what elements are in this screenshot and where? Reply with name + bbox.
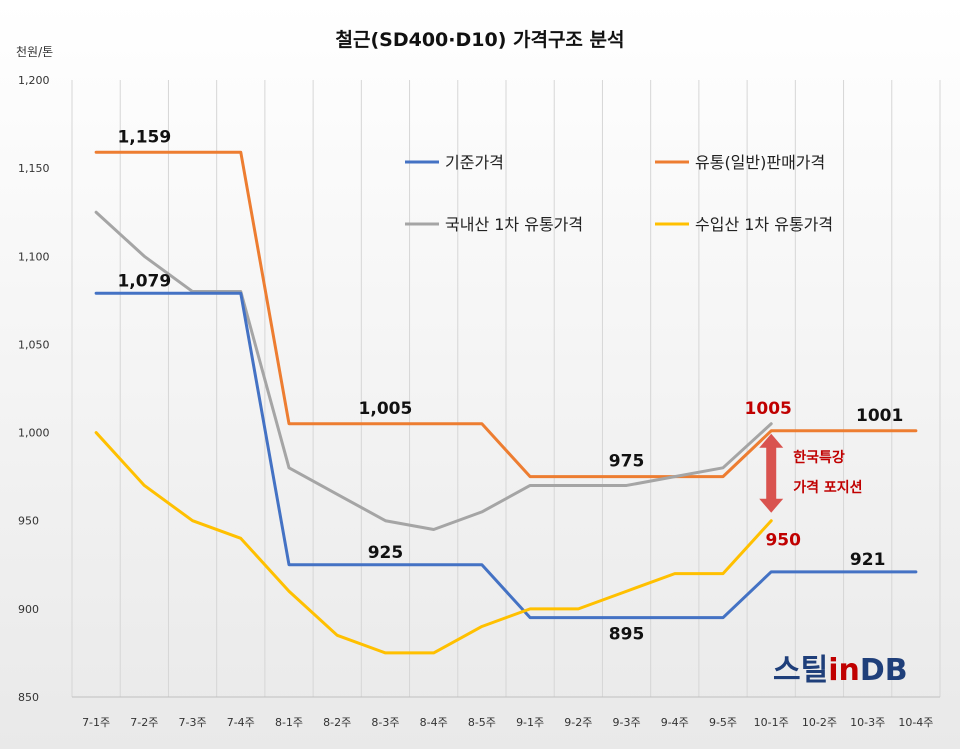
data-label: 1005 [745,399,792,419]
gridlines [71,80,941,698]
x-tick-label: 7-1주 [82,716,110,729]
x-tick-label: 8-3주 [371,716,399,729]
y-tick-label: 900 [18,603,39,616]
data-label: 1,005 [359,399,413,419]
x-tick-label: 9-3주 [613,716,641,729]
x-tick-label: 8-4주 [420,716,448,729]
data-label: 925 [368,543,404,563]
annotation-text: 가격 포지션 [793,479,862,496]
data-labels: 1,159 1,079 1,005 925 975 895 1005 1001 950 921 [117,127,903,644]
data-label: 1,079 [117,271,171,291]
annotation-arrow-head-up [759,433,784,448]
annotation-arrow-head-down [759,498,784,513]
y-tick-label: 1,000 [18,427,50,440]
x-tick-label: 8-1주 [275,716,303,729]
logo-part-in: in [828,653,860,688]
legend-label: 유통(일반)판매가격 [695,153,825,172]
x-tick-label: 9-2주 [564,716,592,729]
data-label: 1001 [856,406,903,426]
data-label: 921 [850,550,886,570]
x-tick-label: 7-3주 [179,716,207,729]
annotation-arrow-shaft [766,445,777,501]
chart-title: 철근(SD400·D10) 가격구조 분석 [336,29,625,51]
data-label: 975 [609,452,645,472]
y-tick-label: 950 [18,515,39,528]
y-tick-label: 1,200 [18,74,50,87]
logo: 스틸inDB [773,653,908,688]
legend-label: 기준가격 [445,153,504,172]
annotation-text: 한국특강 [793,449,845,466]
legend-label: 수입산 1차 유통가격 [695,215,833,234]
x-tick-label: 10-3주 [850,716,885,729]
x-tick-label: 9-1주 [516,716,544,729]
x-tick-label: 10-1주 [754,716,789,729]
series-lines [94,150,918,655]
y-tick-label: 1,050 [18,338,50,351]
series-line [94,291,918,620]
logo-text: 스틸inDB [773,653,908,688]
legend-label: 국내산 1차 유통가격 [445,215,583,234]
data-label: 895 [609,625,645,645]
x-axis-ticks: 7-1주 7-2주 7-3주 7-4주 8-1주 8-2주 8-3주 8-4주 8-5주 9-1주… [82,716,933,729]
y-axis-unit: 천원/톤 [16,44,53,59]
data-label: 950 [765,531,801,551]
x-tick-label: 7-2주 [130,716,158,729]
series-line [94,431,773,655]
y-tick-label: 850 [18,691,39,704]
x-tick-label: 8-5주 [468,716,496,729]
x-tick-label: 10-4주 [898,716,933,729]
data-label: 1,159 [117,127,171,147]
x-tick-label: 7-4주 [227,716,255,729]
x-tick-label: 9-4주 [661,716,689,729]
series-line [94,210,773,532]
logo-part-db: DB [860,653,908,688]
y-axis-ticks: 850 900 950 1,000 1,050 1,100 1,150 1,200 [18,74,50,704]
y-tick-label: 1,150 [18,162,50,175]
y-tick-label: 1,100 [18,250,50,263]
x-tick-label: 8-2주 [323,716,351,729]
logo-part-korean: 스틸 [773,653,828,688]
x-tick-label: 9-5주 [709,716,737,729]
x-tick-label: 10-2주 [802,716,837,729]
series-line [94,150,918,479]
